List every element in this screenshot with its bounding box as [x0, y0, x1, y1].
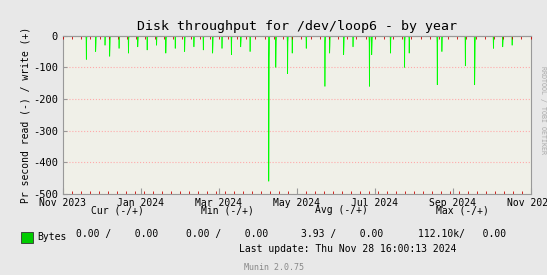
- Text: Last update: Thu Nov 28 16:00:13 2024: Last update: Thu Nov 28 16:00:13 2024: [238, 244, 456, 254]
- Text: 3.93 /    0.00: 3.93 / 0.00: [301, 229, 383, 238]
- Text: RRDTOOL / TOBI OETIKER: RRDTOOL / TOBI OETIKER: [540, 66, 546, 154]
- Text: Bytes: Bytes: [37, 232, 67, 242]
- Text: 0.00 /    0.00: 0.00 / 0.00: [186, 229, 268, 238]
- Text: 0.00 /    0.00: 0.00 / 0.00: [77, 229, 159, 238]
- Text: Cur (-/+): Cur (-/+): [91, 205, 144, 215]
- Text: Munin 2.0.75: Munin 2.0.75: [243, 263, 304, 272]
- Text: 112.10k/   0.00: 112.10k/ 0.00: [418, 229, 507, 238]
- Text: Min (-/+): Min (-/+): [201, 205, 253, 215]
- Text: Max (-/+): Max (-/+): [436, 205, 488, 215]
- Text: Avg (-/+): Avg (-/+): [316, 205, 368, 215]
- Y-axis label: Pr second read (-) / write (+): Pr second read (-) / write (+): [20, 27, 30, 203]
- Title: Disk throughput for /dev/loop6 - by year: Disk throughput for /dev/loop6 - by year: [137, 20, 457, 33]
